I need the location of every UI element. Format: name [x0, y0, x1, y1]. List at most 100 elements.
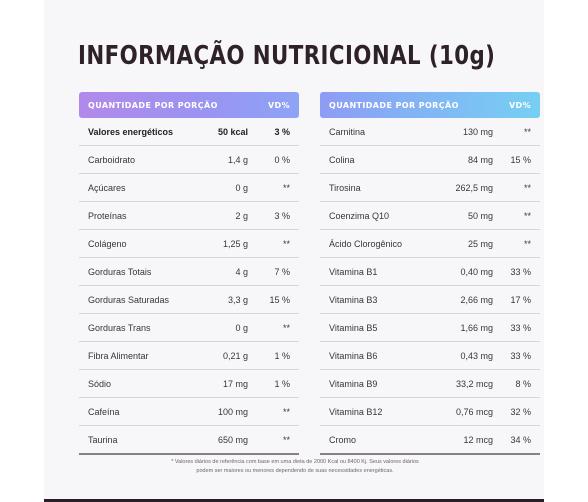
nutrient-name: Vitamina B12: [329, 407, 383, 417]
content-panel: [44, 0, 544, 502]
nutrient-name: Sódio: [88, 379, 112, 389]
table-body: Carnitina 130 mg ** Colina 84 mg 15 % Tirosina…: [320, 119, 540, 455]
table-header: QUANTIDADE POR PORÇÃO VD%: [320, 92, 540, 118]
header-vd-label: VD%: [508, 100, 531, 110]
nutrition-table-left: QUANTIDADE POR PORÇÃO VD% Valores energé…: [79, 92, 299, 456]
header-quantity-label: QUANTIDADE POR PORÇÃO: [88, 100, 218, 110]
nutrient-name: Ácido Clorogênico: [329, 239, 403, 249]
nutrient-quantity: 84 mg: [467, 155, 493, 165]
footnote: * Valores diários de referência com base…: [150, 458, 440, 476]
nutrient-quantity: 2,66 mg: [460, 295, 493, 305]
nutrient-daily-value: 33 %: [510, 323, 531, 333]
header-vd-label: VD%: [267, 100, 290, 110]
nutrient-name: Vitamina B6: [329, 351, 378, 361]
nutrient-name: Vitamina B9: [329, 379, 378, 389]
nutrient-daily-value: **: [282, 323, 290, 333]
nutrient-daily-value: 32 %: [510, 407, 531, 417]
table-body: Valores energéticos 50 kcal 3 % Carboidrato…: [79, 119, 299, 455]
nutrient-daily-value: **: [282, 435, 290, 445]
table-row: Ácido Clorogênico 25 mg **: [320, 231, 540, 258]
nutrient-quantity: 1,4 g: [227, 155, 248, 165]
nutrient-name: Valores energéticos: [88, 127, 174, 137]
table-header: QUANTIDADE POR PORÇÃO VD%: [79, 92, 299, 118]
table-row: Fibra Alimentar 0,21 g 1 %: [79, 343, 299, 370]
nutrient-quantity: 2 g: [235, 211, 248, 221]
nutrient-daily-value: 0 %: [274, 155, 290, 165]
nutrient-daily-value: **: [282, 407, 290, 417]
nutrient-name: Proteínas: [88, 211, 127, 221]
nutrient-daily-value: 15 %: [510, 155, 531, 165]
table-row: Cafeína 100 mg **: [79, 399, 299, 426]
nutrient-quantity: 17 mg: [222, 379, 248, 389]
table-row: Vitamina B5 1,66 mg 33 %: [320, 315, 540, 342]
nutrient-quantity: 0,43 mg: [460, 351, 493, 361]
nutrient-quantity: 1,25 g: [222, 239, 248, 249]
table-row: Colágeno 1,25 g **: [79, 231, 299, 258]
nutrient-quantity: 650 mg: [217, 435, 248, 445]
nutrient-daily-value: 34 %: [510, 435, 531, 445]
nutrition-table-right: QUANTIDADE POR PORÇÃO VD% Carnitina 130 m…: [320, 92, 540, 456]
nutrient-daily-value: 15 %: [269, 295, 290, 305]
nutrient-name: Taurina: [88, 435, 118, 445]
table-row: Sódio 17 mg 1 %: [79, 371, 299, 398]
table-row: Açúcares 0 g **: [79, 175, 299, 202]
table-row: Gorduras Saturadas 3,3 g 15 %: [79, 287, 299, 314]
table-row: Gorduras Totais 4 g 7 %: [79, 259, 299, 286]
nutrient-daily-value: 3 %: [274, 211, 290, 221]
nutrient-quantity: 1,66 mg: [460, 323, 493, 333]
nutrient-quantity: 0,21 g: [222, 351, 248, 361]
nutrient-daily-value: 17 %: [510, 295, 531, 305]
nutrient-quantity: 12 mcg: [463, 435, 493, 445]
nutrient-quantity: 50 mg: [467, 211, 493, 221]
table-row: Valores energéticos 50 kcal 3 %: [79, 119, 299, 146]
nutrient-name: Carnitina: [329, 127, 366, 137]
nutrient-daily-value: **: [523, 239, 531, 249]
nutrient-daily-value: 8 %: [515, 379, 531, 389]
nutrient-daily-value: **: [523, 211, 531, 221]
nutrient-name: Gorduras Trans: [88, 323, 151, 333]
footnote-line: podem ser maiores ou menores dependendo …: [196, 468, 394, 474]
nutrient-daily-value: 3 %: [274, 127, 290, 137]
table-row: Tirosina 262,5 mg **: [320, 175, 540, 202]
table-row: Proteínas 2 g 3 %: [79, 203, 299, 230]
table-row: Vitamina B3 2,66 mg 17 %: [320, 287, 540, 314]
table-row: Coenzima Q10 50 mg **: [320, 203, 540, 230]
nutrient-daily-value: 7 %: [274, 267, 290, 277]
nutrient-quantity: 0,40 mg: [460, 267, 493, 277]
table-row: Colina 84 mg 15 %: [320, 147, 540, 174]
table-row: Carboidrato 1,4 g 0 %: [79, 147, 299, 174]
nutrient-quantity: 262,5 mg: [455, 183, 493, 193]
nutrient-name: Fibra Alimentar: [88, 351, 149, 361]
nutrient-quantity: 0,76 mcg: [455, 407, 493, 417]
table-row: Vitamina B12 0,76 mcg 32 %: [320, 399, 540, 426]
nutrient-daily-value: 1 %: [274, 379, 290, 389]
nutrient-name: Vitamina B5: [329, 323, 378, 333]
table-row: Vitamina B9 33,2 mcg 8 %: [320, 371, 540, 398]
table-row: Cromo 12 mcg 34 %: [320, 427, 540, 455]
nutrient-name: Vitamina B3: [329, 295, 378, 305]
footnote-line: * Valores diários de referência com base…: [171, 459, 419, 465]
nutrient-name: Colina: [329, 155, 355, 165]
nutrient-name: Coenzima Q10: [329, 211, 390, 221]
nutrient-quantity: 130 mg: [462, 127, 493, 137]
nutrient-daily-value: **: [282, 183, 290, 193]
nutrient-quantity: 100 mg: [217, 407, 248, 417]
header-quantity-label: QUANTIDADE POR PORÇÃO: [329, 100, 459, 110]
nutrient-quantity: 0 g: [235, 183, 248, 193]
table-row: Carnitina 130 mg **: [320, 119, 540, 146]
bottom-divider: [44, 499, 544, 502]
nutrient-daily-value: 33 %: [510, 267, 531, 277]
nutrient-quantity: 3,3 g: [227, 295, 248, 305]
table-row: Vitamina B6 0,43 mg 33 %: [320, 343, 540, 370]
nutrient-quantity: 4 g: [235, 267, 248, 277]
nutrient-name: Carboidrato: [88, 155, 136, 165]
nutrient-name: Gorduras Saturadas: [88, 295, 170, 305]
page-title: INFORMAÇÃO NUTRICIONAL (10g): [78, 41, 496, 71]
nutrient-quantity: 50 kcal: [217, 127, 248, 137]
nutrient-daily-value: **: [282, 239, 290, 249]
nutrient-quantity: 33,2 mcg: [455, 379, 493, 389]
nutrient-name: Colágeno: [88, 239, 127, 249]
nutrient-name: Gorduras Totais: [88, 267, 152, 277]
table-row: Gorduras Trans 0 g **: [79, 315, 299, 342]
nutrient-name: Cromo: [329, 435, 357, 445]
